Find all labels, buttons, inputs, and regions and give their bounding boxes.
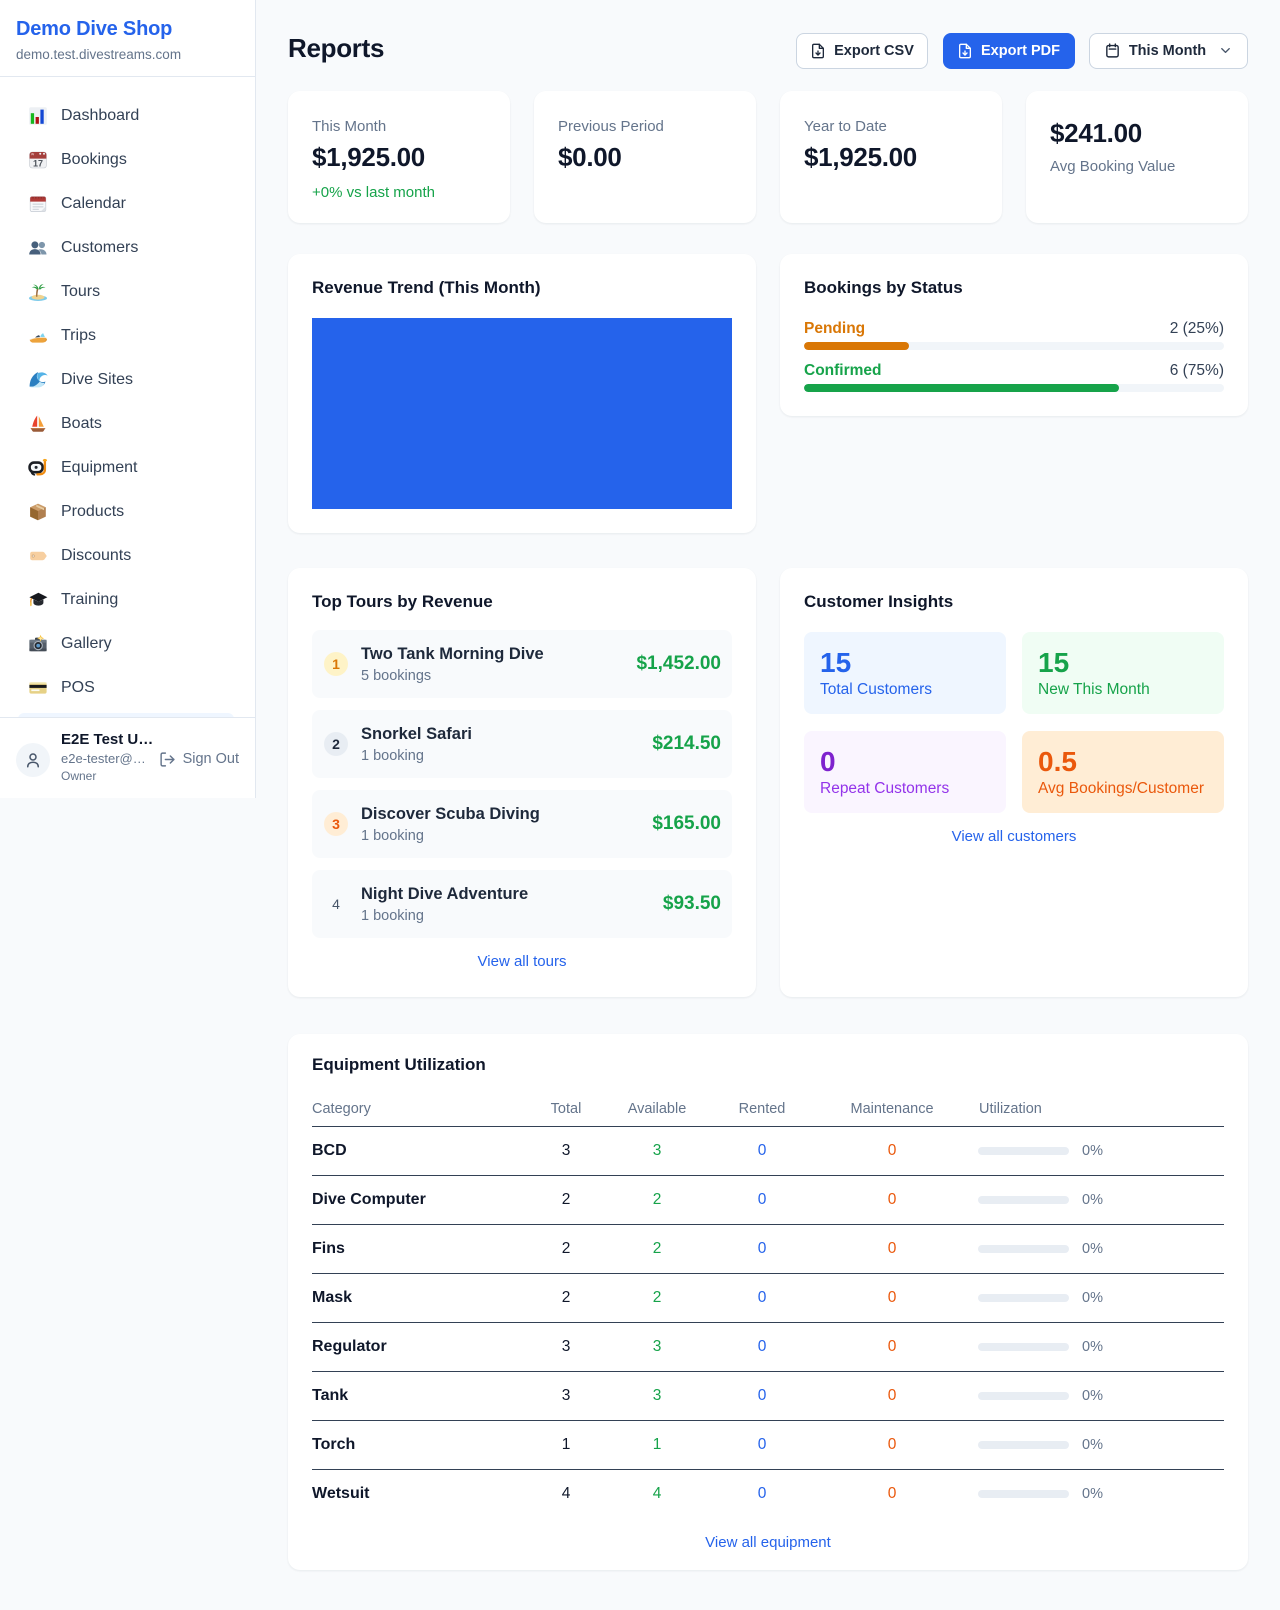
svg-text:17: 17: [33, 158, 43, 168]
